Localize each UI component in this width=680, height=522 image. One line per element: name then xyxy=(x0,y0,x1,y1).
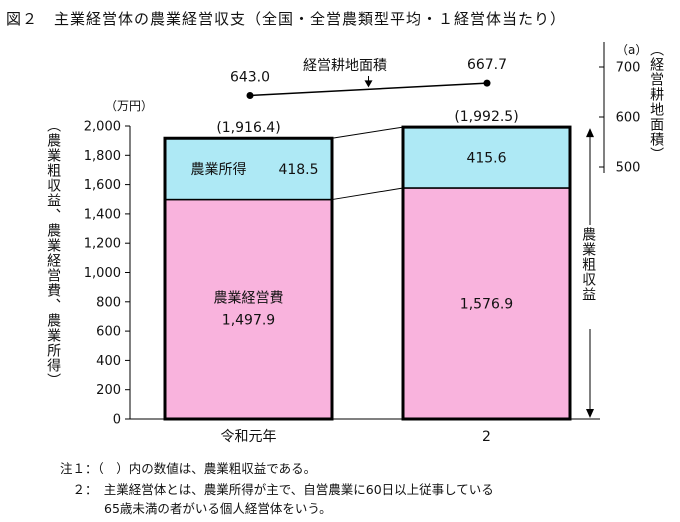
total-label: (1,916.4) xyxy=(216,120,280,136)
area-point xyxy=(246,92,254,99)
y-tick-label: 400 xyxy=(96,354,121,369)
note-3: 65歳未満の者がいる個人経営体をいう。 xyxy=(104,501,332,516)
income-value-label: 415.6 xyxy=(466,151,506,167)
area-line-label: 経営耕地面積 xyxy=(303,57,387,74)
note-2: ２： 主業経営体とは、農業所得が主で、自営農業に60日以上従事している xyxy=(60,482,494,497)
chart-canvas: 0 200 400 600 800 1,000 1,200 1,400 1,600 1,800 2,… xyxy=(84,42,641,445)
gross-arrow-bottom xyxy=(586,409,594,418)
area-line xyxy=(249,82,488,97)
category-label: 令和元年 xyxy=(221,429,277,445)
connector-total xyxy=(331,126,404,139)
y-tick-label: 2,000 xyxy=(84,120,121,135)
y-tick-label: 600 xyxy=(96,325,121,340)
category-label: 2 xyxy=(482,429,491,445)
area-value-label: 667.7 xyxy=(467,57,507,73)
expenses-value-label: 1,576.9 xyxy=(460,296,513,312)
figure-title: 図２ 主業経営体の農業経営収支（全国・全営農類型平均・１経営体当たり） xyxy=(6,10,567,28)
left-axis-label: （農業粗収益、農業経営費、農業所得） xyxy=(45,118,62,388)
y-tick-label: 800 xyxy=(96,295,121,310)
y-tick-label: 1,000 xyxy=(84,266,121,281)
right-unit-label: （a） xyxy=(616,43,648,57)
area-label-arrowhead xyxy=(364,80,373,88)
gross-arrow-top xyxy=(586,128,594,138)
right-axis-label: （経営耕地面積） xyxy=(648,42,665,162)
y-tick-label: 1,400 xyxy=(84,207,121,222)
bar-outline-0 xyxy=(163,136,334,421)
right-tick-label: 700 xyxy=(616,61,641,76)
total-label: (1,992.5) xyxy=(454,109,518,125)
connector-expenses xyxy=(331,187,404,201)
income-name-label: 農業所得 xyxy=(191,161,247,178)
expenses-name-label: 農業経営費 xyxy=(214,290,284,306)
area-value-label: 643.0 xyxy=(230,70,270,86)
income-value-label: 418.5 xyxy=(278,162,318,178)
y-tick-label: 1,800 xyxy=(84,149,121,164)
gross-revenue-label: 農業粗収益 xyxy=(580,225,597,329)
y-tick-label: 0 xyxy=(113,413,121,428)
note-1: 注１：（ ）内の数値は、農業粗収益である。 xyxy=(60,461,317,476)
y-tick-label: 1,600 xyxy=(84,178,121,193)
left-unit-label: （万円） xyxy=(105,99,154,113)
bar-segment-income-1 xyxy=(402,126,571,189)
bar-segment-expenses-0 xyxy=(164,198,333,420)
area-point xyxy=(483,79,491,87)
right-tick-label: 500 xyxy=(616,161,641,176)
bar-outline-1 xyxy=(401,125,572,421)
y-tick-label: 200 xyxy=(96,383,121,398)
y-tick-label: 1,200 xyxy=(84,237,121,252)
expenses-value-label: 1,497.9 xyxy=(222,312,275,328)
right-tick-label: 600 xyxy=(616,111,641,126)
